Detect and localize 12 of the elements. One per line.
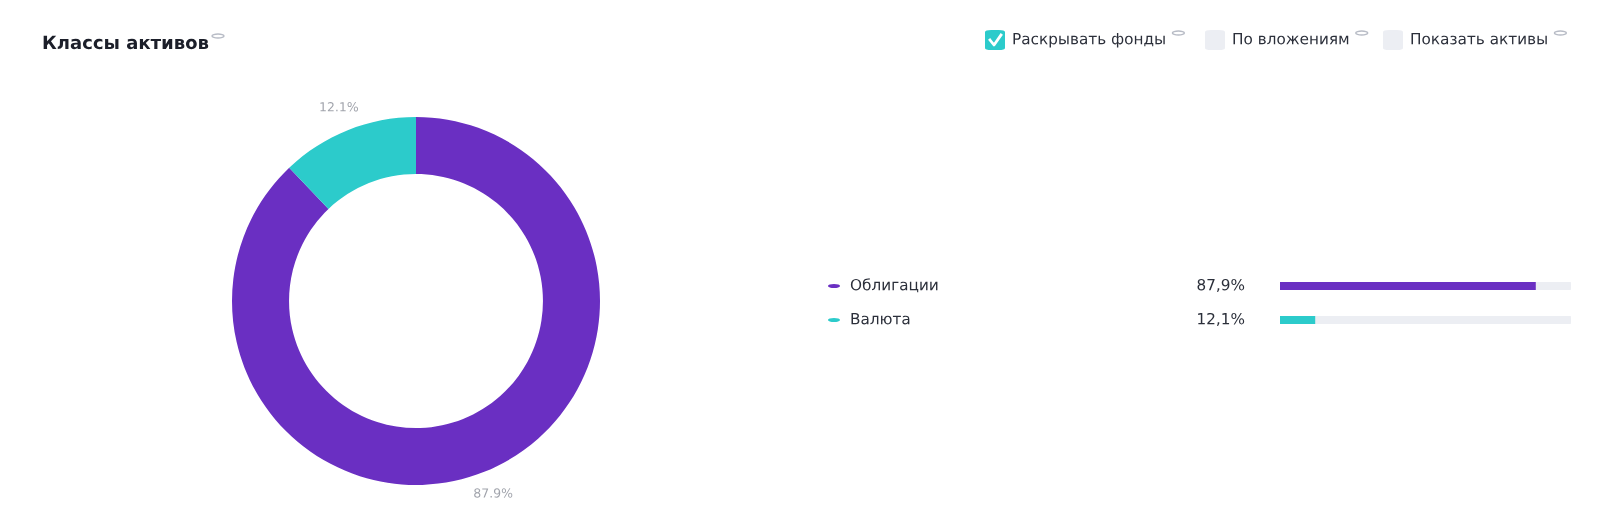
- legend-label: Облигации: [850, 278, 938, 293]
- legend-label: Валюта: [851, 313, 910, 325]
- data-label: 12,1%: [1198, 312, 1245, 326]
- data-label: 12.1%: [320, 102, 359, 112]
- donut-slice: [289, 117, 416, 209]
- text: Показать активы: [1411, 33, 1547, 45]
- donut-slice: [232, 117, 600, 485]
- data-label: 87,9%: [1197, 278, 1245, 292]
- text: По вложениям: [1233, 33, 1349, 45]
- text: Раскрывать фонды: [1013, 33, 1165, 48]
- data-label: 87.9%: [474, 488, 513, 498]
- chart-title: Классы активов: [43, 35, 209, 50]
